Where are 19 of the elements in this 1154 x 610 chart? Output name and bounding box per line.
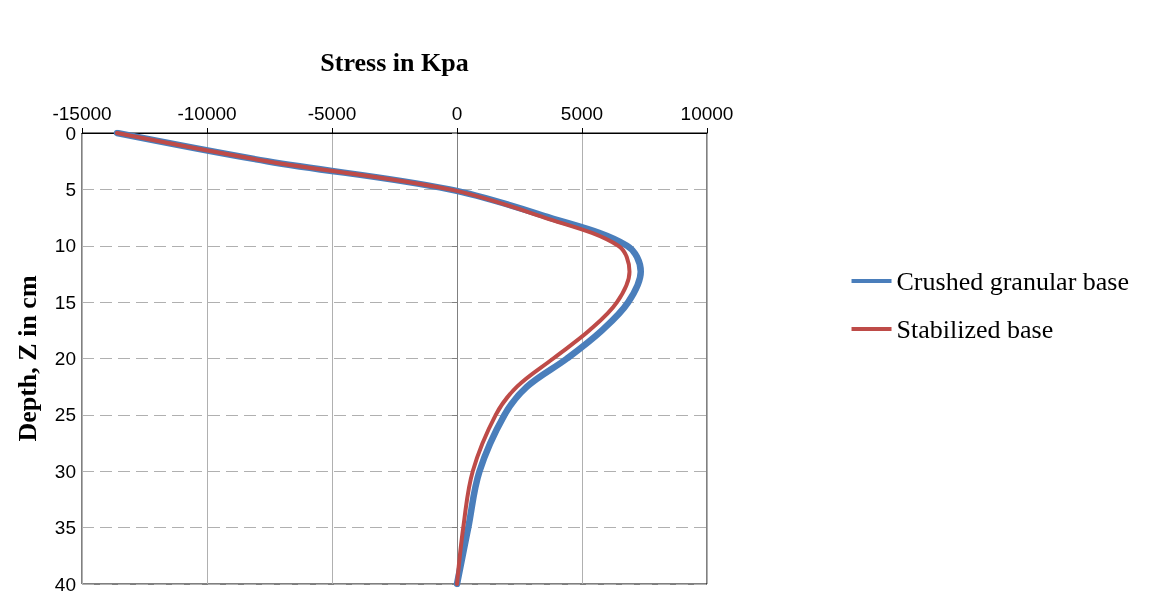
- y-tick-label: 10: [54, 235, 76, 257]
- y-tick-label: 15: [54, 291, 76, 313]
- x-tick-label: 5000: [560, 103, 604, 124]
- x-tick-label: -5000: [307, 103, 357, 124]
- y-tick-label: 25: [54, 404, 76, 426]
- x-tick-label: 10000: [680, 103, 734, 124]
- x-tick-label: 0: [451, 103, 463, 124]
- y-tick-label: 40: [54, 573, 76, 595]
- x-tick-label: -10000: [177, 103, 237, 124]
- y-tick-label: 5: [65, 178, 76, 200]
- y-tick-label: 35: [54, 517, 76, 539]
- y-axis-title: Depth, Z in cm: [12, 275, 42, 442]
- legend-label: Stabilized base: [896, 314, 1054, 344]
- x-axis-title: Stress in Kpa: [320, 47, 469, 77]
- y-tick-label: 30: [54, 460, 76, 482]
- legend-label: Crushed granular base: [896, 266, 1130, 296]
- y-tick-label: 0: [65, 122, 76, 144]
- x-tick-label: -15000: [52, 103, 112, 124]
- y-tick-label: 20: [54, 348, 76, 369]
